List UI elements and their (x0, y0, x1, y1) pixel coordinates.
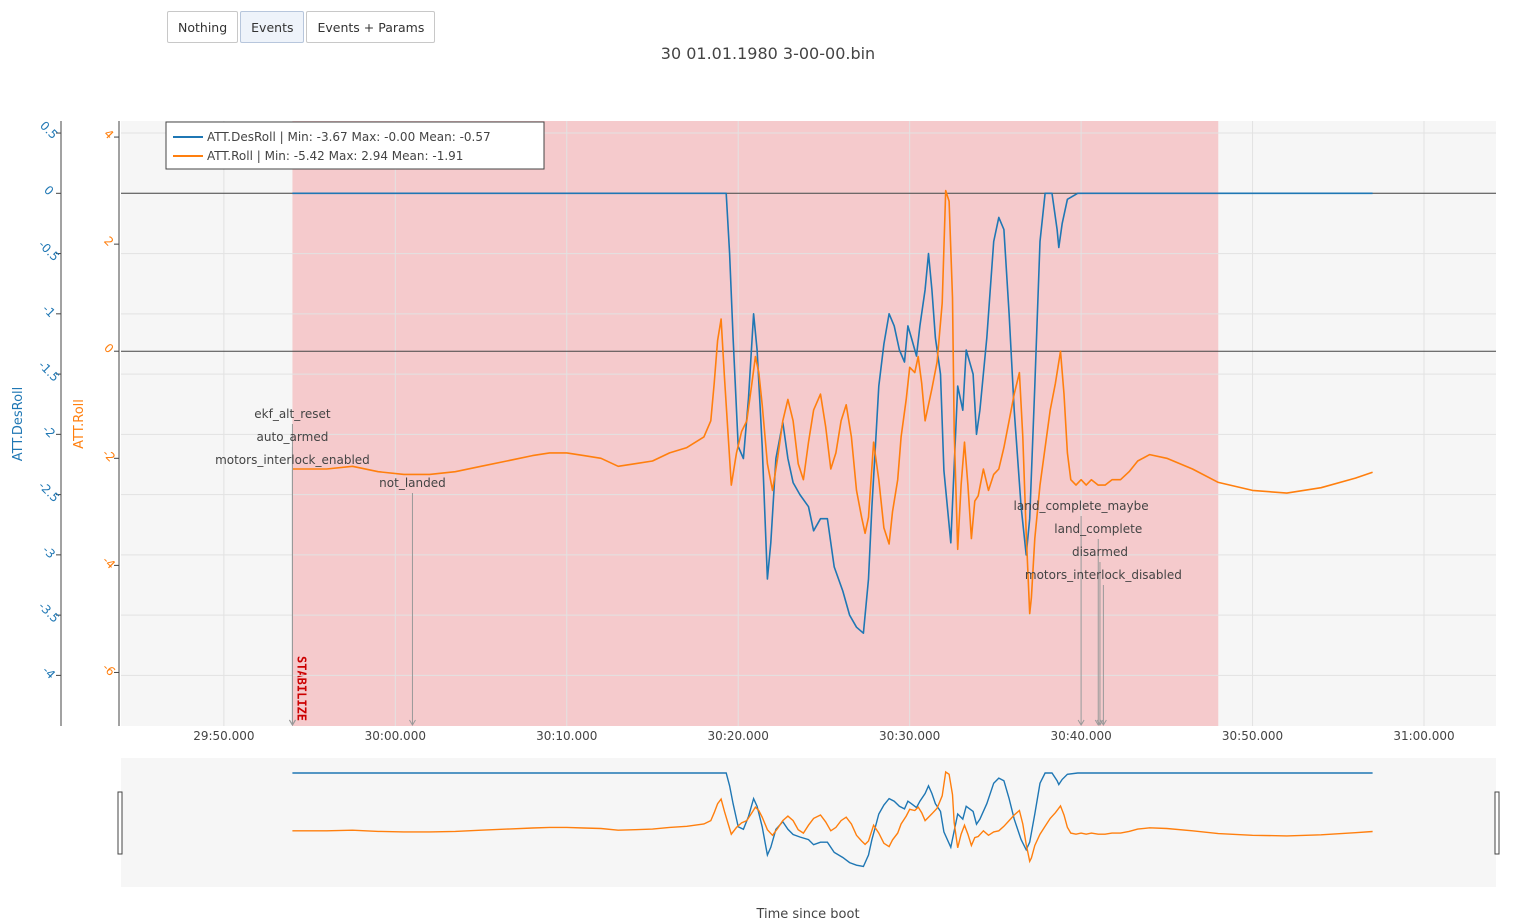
roll-tick-label: -6 (100, 660, 118, 678)
range-handle-left[interactable] (117, 791, 123, 855)
x-tick-label: 30:10.000 (536, 729, 597, 743)
legend-entry[interactable]: ATT.DesRoll | Min: -3.67 Max: -0.00 Mean… (207, 130, 491, 144)
event-label: land_complete_maybe (1014, 499, 1149, 513)
roll-tick-label: -2 (100, 446, 118, 464)
event-label: not_landed (379, 476, 446, 490)
x-tick-label: 30:00.000 (365, 729, 426, 743)
roll-axis-title: ATT.Roll (72, 399, 87, 449)
events-params-button[interactable]: Events + Params (306, 11, 436, 43)
event-mode-toolbar: Nothing Events Events + Params (167, 11, 437, 43)
x-tick-label: 31:00.000 (1393, 729, 1454, 743)
desroll-tick-label: 0.5 (37, 119, 60, 142)
roll-tick-label: 0 (101, 341, 116, 356)
mode-band (292, 121, 1219, 726)
desroll-tick-label: -0.5 (36, 238, 62, 264)
events-button[interactable]: Events (240, 11, 305, 43)
nothing-button[interactable]: Nothing (167, 11, 239, 43)
event-arrow (289, 719, 296, 726)
event-arrow (1077, 719, 1085, 726)
x-tick-label: 29:50.000 (193, 729, 254, 743)
event-label: motors_interlock_disabled (1025, 568, 1182, 582)
desroll-tick-label: -3 (40, 543, 58, 561)
x-tick-label: 30:30.000 (879, 729, 940, 743)
mode-label: STABILIZE (294, 656, 308, 721)
desroll-tick-label: -1.5 (36, 358, 62, 384)
desroll-tick-label: 0 (41, 183, 56, 198)
desroll-tick-label: -2 (40, 422, 58, 440)
chart-title: 30 01.01.1980 3-00-00.bin (660, 44, 876, 63)
event-label: auto_armed (257, 430, 329, 444)
x-axis-title: Time since boot (755, 907, 859, 919)
x-tick-label: 30:40.000 (1050, 729, 1111, 743)
x-tick-label: 30:50.000 (1222, 729, 1283, 743)
desroll-tick-label: -4 (40, 663, 58, 681)
event-label: ekf_alt_reset (254, 407, 331, 421)
series-line-att-roll (292, 189, 1373, 615)
legend-box (165, 121, 545, 170)
desroll-tick-label: -1 (40, 302, 58, 320)
range-slider[interactable] (121, 758, 1496, 887)
roll-tick-label: 2 (101, 234, 116, 249)
event-arrow (409, 719, 416, 726)
event-label: disarmed (1072, 545, 1128, 559)
roll-tick-label: 4 (101, 127, 116, 142)
range-handle-right[interactable] (1494, 791, 1500, 855)
event-label: motors_interlock_enabled (215, 453, 370, 467)
range-series-line (292, 770, 1373, 864)
desroll-axis-title: ATT.DesRoll (11, 387, 26, 462)
event-label: land_complete (1054, 522, 1142, 536)
roll-tick-label: -4 (100, 553, 118, 571)
desroll-tick-label: -2.5 (36, 479, 62, 505)
legend-entry[interactable]: ATT.Roll | Min: -5.42 Max: 2.94 Mean: -1… (207, 149, 463, 163)
x-tick-label: 30:20.000 (708, 729, 769, 743)
desroll-tick-label: -3.5 (36, 599, 62, 625)
event-arrow (1099, 719, 1107, 726)
